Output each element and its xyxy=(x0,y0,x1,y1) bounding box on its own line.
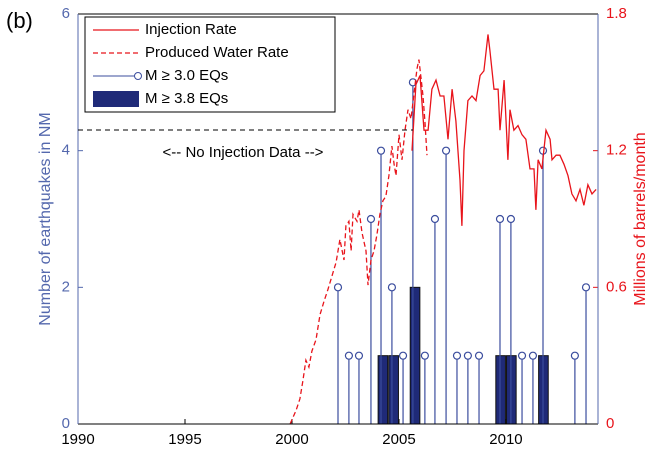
line xyxy=(289,59,428,425)
x-tick-label: 1995 xyxy=(168,431,201,448)
line xyxy=(411,34,597,226)
x-tick-label: 2010 xyxy=(489,431,522,448)
legend-label: Injection Rate xyxy=(145,21,237,38)
stem-marker xyxy=(344,351,354,360)
stem-marker xyxy=(354,351,364,360)
legend-swatch-marker xyxy=(134,72,142,80)
stem-marker xyxy=(376,146,386,155)
stem-marker xyxy=(506,214,516,224)
stem-marker xyxy=(463,351,472,360)
stem-marker xyxy=(387,283,397,292)
stem-marker xyxy=(441,146,451,155)
stem-marker xyxy=(495,214,505,224)
y-tick-label: 4 xyxy=(62,142,70,159)
stem-marker xyxy=(528,351,538,360)
legend-label: M ≥ 3.0 EQs xyxy=(145,67,228,84)
y2-tick-label: 0 xyxy=(606,415,614,432)
plot-area: 1990 1995 2000 2005 2010 0 2 4 6 0 0.6 1.2 1.8 Inject… xyxy=(61,5,627,448)
x-tick-label: 2000 xyxy=(275,431,308,448)
annotation: <-- No Injection Data --> xyxy=(163,144,324,161)
y2-tick-label: 1.2 xyxy=(606,142,627,159)
y-tick-label: 6 xyxy=(62,5,70,22)
stem-marker xyxy=(570,351,579,360)
panel-label: (b) xyxy=(6,8,33,33)
stem-marker xyxy=(430,214,440,224)
y2-tick-label: 0.6 xyxy=(606,278,627,295)
legend: Injection Rate Produced Water Rate M ≥ 3.0… xyxy=(84,16,336,113)
bar xyxy=(495,355,506,425)
x-tick-label: 2005 xyxy=(382,431,415,448)
x-tick-label: 1990 xyxy=(61,431,94,448)
y2-axis-label: Millions of barrels/month xyxy=(632,132,649,305)
bar xyxy=(409,286,421,425)
stem-marker xyxy=(517,351,527,360)
legend-label: M ≥ 3.8 EQs xyxy=(145,90,228,107)
stem-marker xyxy=(474,351,484,360)
y2-tick-label: 1.8 xyxy=(606,5,627,22)
stem-marker xyxy=(398,351,408,360)
y-axis-label: Number of earthquakes in NM xyxy=(37,112,54,325)
bar xyxy=(377,355,389,425)
legend-label: Produced Water Rate xyxy=(145,44,289,61)
bar xyxy=(388,355,399,425)
y-tick-label: 0 xyxy=(62,415,70,432)
legend-swatch xyxy=(93,91,139,107)
stem-marker xyxy=(452,351,462,360)
y-tick-label: 2 xyxy=(62,278,70,295)
stem-marker xyxy=(581,283,591,292)
stem-marker xyxy=(333,283,343,292)
stem-marker xyxy=(420,351,429,360)
stem-marker xyxy=(366,214,376,224)
